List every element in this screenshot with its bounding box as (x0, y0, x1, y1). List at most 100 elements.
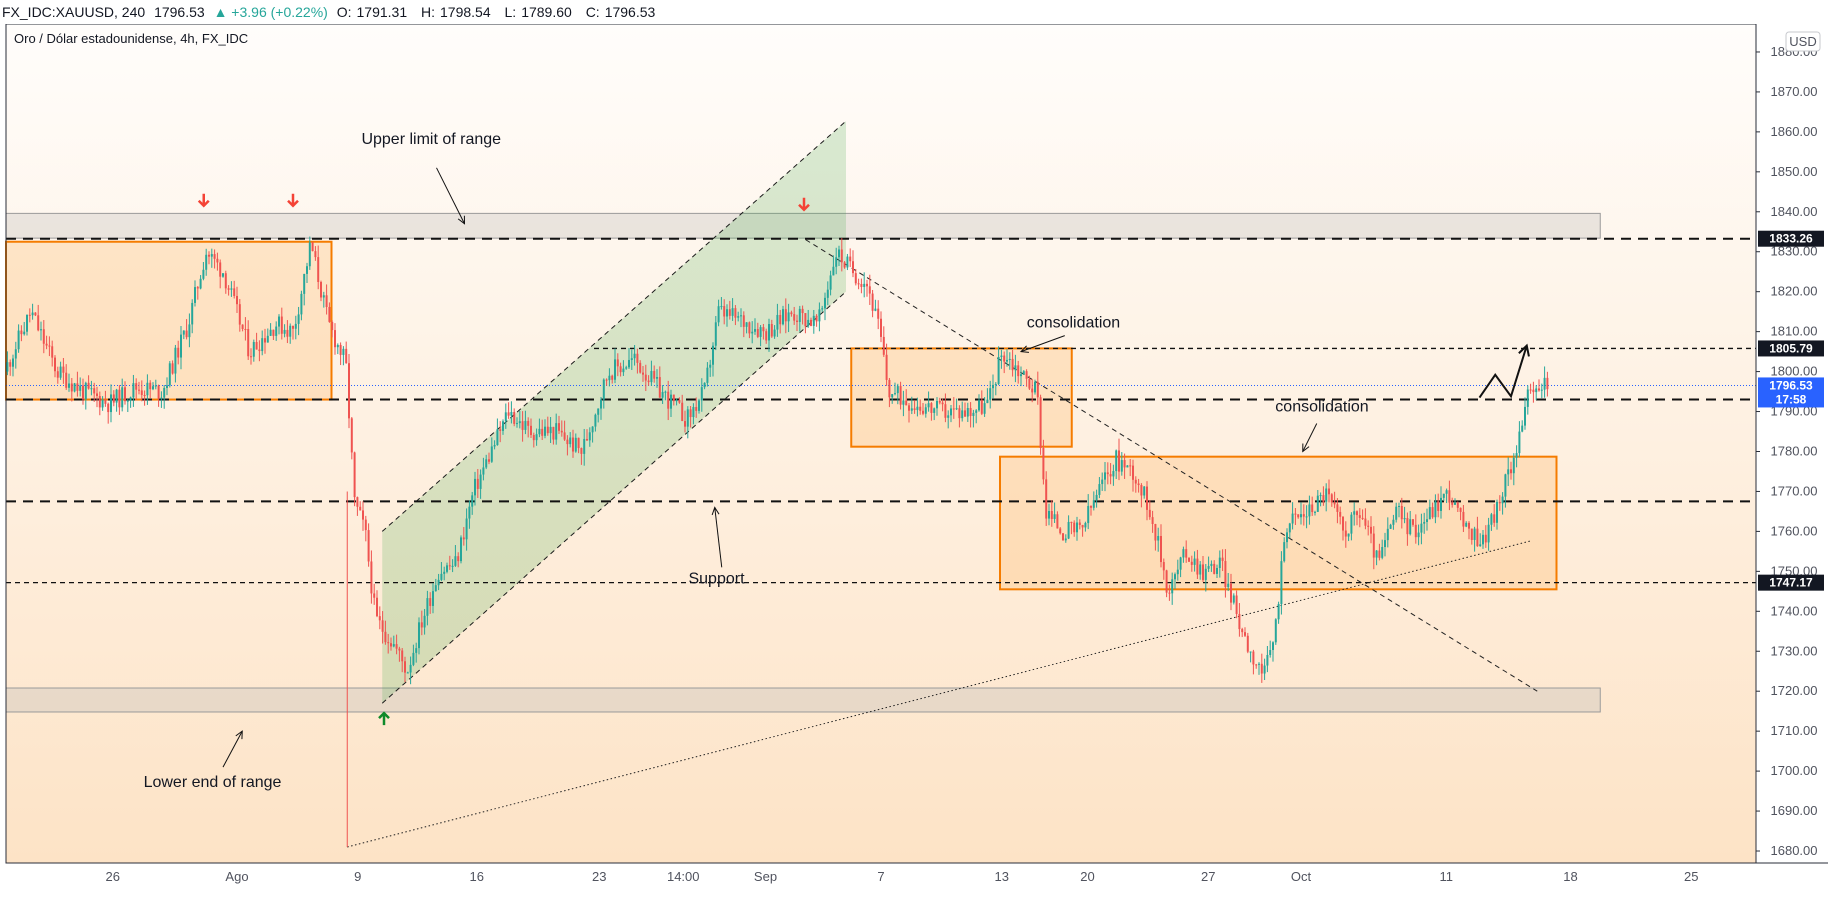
candle-body (516, 423, 518, 425)
candle-body (1308, 504, 1311, 517)
annotation-arrow[interactable] (222, 730, 243, 768)
candle-body (1347, 533, 1350, 537)
candle-body (714, 322, 717, 346)
annotation-arrow[interactable] (1302, 423, 1318, 452)
consolidation-box[interactable] (850, 347, 1073, 448)
price-tick-label: 1770.00 (1771, 483, 1818, 498)
time-tick-label: Oct (1291, 869, 1312, 884)
candle-body (712, 345, 714, 365)
annotation-arrowhead (457, 215, 466, 225)
channel-lower-line[interactable] (381, 291, 847, 704)
symbol-name[interactable]: FX_IDC:XAUUSD, 240 (2, 4, 146, 20)
candle-body (409, 664, 412, 673)
projection-path[interactable] (1478, 345, 1528, 399)
candle-body (1143, 486, 1146, 496)
candle-body (1048, 510, 1050, 519)
annotation-arrow[interactable] (714, 507, 723, 568)
candle-body (1246, 635, 1249, 652)
candle-body (723, 306, 726, 317)
plot-area[interactable] (6, 24, 1756, 863)
candle-body (1087, 505, 1090, 524)
price-tick-label: 1850.00 (1771, 164, 1818, 179)
price-chart[interactable]: Upper limit of range consolidation consoli… (0, 24, 1828, 898)
candle-body (82, 385, 84, 400)
candle-body (1104, 472, 1106, 480)
annotation-text[interactable]: consolidation (1275, 399, 1368, 416)
annotation-arrowhead (235, 730, 243, 740)
consolidation-box[interactable] (999, 455, 1558, 591)
buy-arrow-icon (378, 711, 390, 726)
candle-body (1384, 540, 1386, 547)
candle-body (1521, 425, 1524, 432)
candle-body (250, 356, 252, 358)
rising-channel[interactable] (382, 121, 846, 704)
candle-body (59, 366, 62, 378)
candle-body (1375, 550, 1378, 558)
currency-badge[interactable]: USD (1785, 31, 1821, 52)
candle-body (1123, 460, 1126, 468)
candle-body (1148, 509, 1151, 518)
candle-body (759, 327, 762, 337)
time-tick-label: 27 (1201, 869, 1215, 884)
candle-body (1185, 549, 1188, 558)
candle-body (1524, 406, 1526, 426)
candle-body (434, 585, 437, 592)
candle-body (79, 385, 82, 391)
candle-body (222, 273, 224, 277)
range-band[interactable] (5, 687, 1601, 713)
annotation-arrow[interactable] (436, 167, 465, 224)
candle-body (1400, 506, 1403, 520)
candle-body (1129, 465, 1132, 467)
candle-body (121, 387, 124, 408)
candle-body (471, 495, 474, 507)
annotation-text[interactable]: Lower end of range (144, 774, 282, 791)
candle-body (359, 506, 362, 511)
candle-body (588, 432, 591, 441)
candle-body (1294, 513, 1297, 515)
candle-body (1232, 595, 1235, 603)
annotation-text[interactable]: Upper limit of range (361, 131, 501, 148)
candle-body (1064, 538, 1067, 541)
candle-body (530, 425, 532, 436)
candle-body (370, 561, 373, 594)
candle-body (700, 387, 703, 401)
candle-body (1518, 431, 1521, 454)
candle-body (639, 362, 642, 373)
candle-body (852, 261, 854, 274)
candle-body (384, 631, 387, 643)
annotation-arrow[interactable] (1020, 335, 1065, 353)
candle-body (1272, 642, 1274, 651)
candle-body (401, 650, 404, 662)
candle-body (1109, 474, 1112, 477)
candle-body (23, 331, 26, 335)
level-price-badge-label: 1747.17 (1769, 576, 1813, 590)
candle-body (252, 342, 255, 357)
level-price-badge-label: 1805.79 (1769, 341, 1813, 355)
candle-body (1414, 524, 1417, 538)
annotation-text[interactable]: Support (688, 570, 745, 587)
chart-legend: Oro / Dólar estadounidense, 4h, FX_IDC (14, 31, 248, 46)
candle-body (594, 414, 597, 427)
candle-body (440, 573, 443, 580)
candle-body (1269, 650, 1272, 655)
candle-body (104, 399, 107, 404)
channel-upper-line[interactable] (381, 120, 847, 532)
candle-body (1249, 651, 1252, 653)
candle-body (908, 405, 910, 411)
candle-body (1067, 521, 1070, 539)
candle-body (866, 283, 868, 287)
range-band[interactable] (5, 212, 1601, 239)
candle-body (314, 251, 317, 258)
candle-body (398, 648, 401, 651)
candle-body (510, 411, 513, 416)
annotation-text[interactable]: consolidation (1027, 315, 1120, 332)
candle-body (636, 353, 639, 363)
candle-body (1288, 523, 1291, 533)
candle-body (345, 348, 348, 364)
candle-body (1006, 359, 1008, 362)
candle-body (642, 372, 644, 375)
candle-body (146, 382, 149, 396)
candle-body (255, 342, 258, 350)
candle-body (115, 389, 118, 403)
level-price-badge (1758, 230, 1824, 247)
